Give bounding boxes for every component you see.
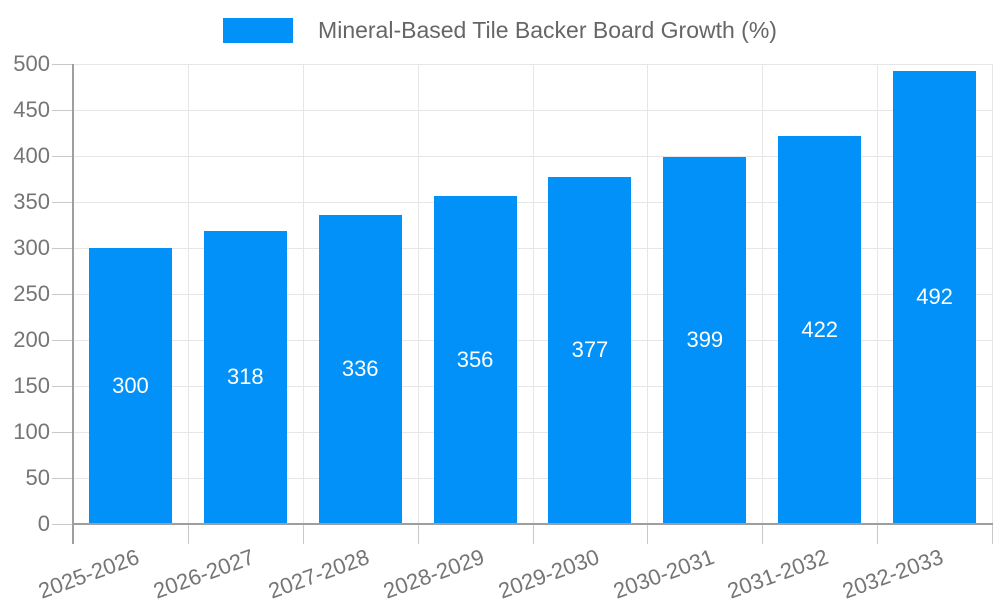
x-gridline [877, 64, 879, 524]
x-axis-line [72, 522, 993, 525]
bar-value-label: 356 [456, 346, 494, 372]
y-axis-tick-label: 500 [13, 51, 50, 76]
x-axis-category-label: 2026-2027 [150, 544, 258, 600]
legend-swatch [223, 18, 294, 43]
x-axis-category-label: 2031-2032 [724, 544, 832, 600]
x-gridline [992, 64, 993, 524]
bar-value-label: 399 [686, 327, 724, 353]
bar [433, 196, 517, 524]
x-axis-category-label: 2030-2031 [609, 544, 718, 600]
y-tick [52, 431, 73, 433]
y-tick [52, 201, 73, 203]
x-tick [762, 523, 764, 544]
y-axis-tick-label: 300 [13, 234, 50, 260]
bar [318, 214, 402, 524]
x-gridline [302, 64, 304, 524]
y-axis-line [72, 64, 74, 544]
x-tick [302, 523, 304, 544]
x-axis-category-label: 2027-2028 [264, 544, 373, 600]
y-tick [52, 477, 73, 479]
y-tick [52, 247, 73, 249]
y-axis-tick-label: 50 [25, 464, 50, 490]
y-axis-tick-label: 400 [13, 142, 50, 168]
bar-value-label: 377 [571, 337, 609, 363]
x-tick [187, 523, 189, 544]
bar-value-label: 492 [916, 284, 953, 310]
bar [893, 71, 977, 524]
x-gridline [647, 64, 649, 524]
y-axis-tick-label: 450 [13, 96, 50, 122]
x-gridline [187, 64, 189, 524]
x-axis-category-label: 2032-2033 [839, 544, 947, 600]
x-gridline [532, 64, 534, 524]
x-tick [992, 523, 993, 544]
bar [663, 156, 747, 524]
x-axis-category-label: 2029-2030 [494, 544, 603, 600]
x-tick [532, 523, 534, 544]
y-axis-tick-label: 100 [13, 418, 50, 444]
y-tick [52, 155, 73, 157]
legend-label: Mineral-Based Tile Backer Board Growth (… [318, 17, 777, 43]
y-axis-tick-label: 200 [13, 326, 50, 352]
y-tick [52, 385, 73, 387]
y-tick [52, 523, 73, 525]
x-gridline [762, 64, 764, 524]
legend: Mineral-Based Tile Backer Board Growth (… [0, 18, 1000, 43]
x-tick [877, 523, 879, 544]
x-gridline [417, 64, 419, 524]
bar-value-label: 336 [341, 356, 379, 382]
y-tick [52, 64, 73, 65]
bar [548, 177, 632, 524]
y-axis-tick-label: 150 [13, 372, 50, 398]
y-axis-tick-label: 350 [13, 188, 50, 214]
y-axis-tick-label: 250 [13, 280, 50, 306]
y-tick [52, 339, 73, 341]
y-axis-tick-label: 0 [37, 510, 50, 536]
bar-value-label: 318 [226, 364, 264, 390]
bar [88, 247, 172, 524]
x-axis-category-label: 2025-2026 [35, 544, 143, 600]
bar [778, 135, 862, 524]
y-tick [52, 293, 73, 295]
x-axis-category-label: 2028-2029 [379, 544, 488, 600]
bar [203, 231, 287, 524]
x-tick [647, 523, 649, 544]
x-tick [417, 523, 419, 544]
bar-value-label: 300 [112, 372, 149, 398]
y-tick [52, 109, 73, 111]
bar-value-label: 422 [801, 316, 839, 342]
